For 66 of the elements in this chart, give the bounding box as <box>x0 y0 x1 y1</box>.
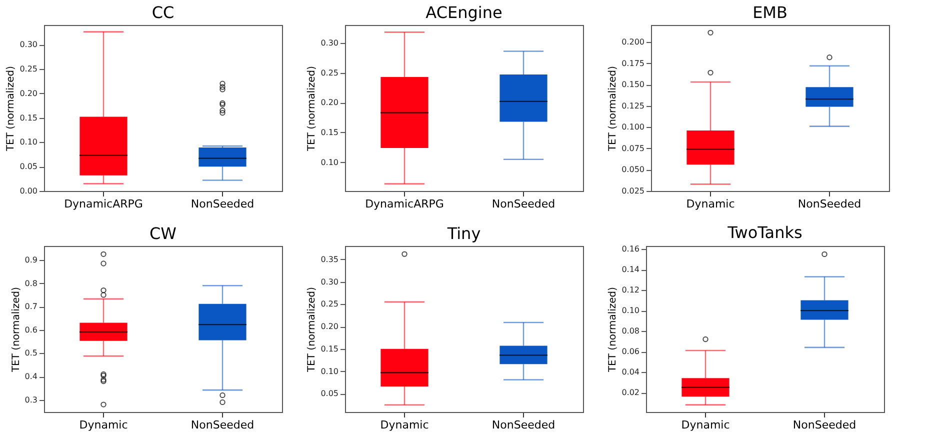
y-tick-label: 0.30 <box>320 277 338 286</box>
y-tick-label: 0.100 <box>622 122 644 132</box>
y-tick-label: 0.20 <box>320 322 338 332</box>
x-tick-label: NonSeeded <box>492 418 556 432</box>
x-tick-label: NonSeeded <box>798 198 862 210</box>
chart-title: EMB <box>752 3 788 22</box>
y-tick-label: 0.12 <box>622 286 640 295</box>
y-tick-label: 0.15 <box>320 344 338 354</box>
y-tick-label: 0.7 <box>24 302 38 312</box>
x-tick-label: Dynamic <box>686 198 735 210</box>
x-tick-label: Dynamic <box>380 418 429 432</box>
y-axis-title: TET (normalized) <box>6 66 17 152</box>
y-tick-label: 0.35 <box>320 254 338 264</box>
y-tick-label: 0.6 <box>24 325 38 334</box>
y-tick-label: 0.075 <box>622 144 644 153</box>
chart-title: CW <box>150 224 177 243</box>
y-tick-label: 0.8 <box>24 278 38 288</box>
y-axis-title: TET (normalized) <box>10 286 22 374</box>
y-tick-label: 0.025 <box>622 186 644 196</box>
y-tick-label: 0.05 <box>20 162 38 172</box>
y-tick-label: 0.25 <box>20 64 38 74</box>
y-tick-label: 0.4 <box>24 372 38 382</box>
y-tick-label: 0.25 <box>320 68 338 78</box>
y-tick-label: 0.150 <box>622 80 644 90</box>
chart-title: Tiny <box>446 224 481 243</box>
chart-title: CC <box>152 3 174 22</box>
x-tick-label: NonSeeded <box>190 418 254 432</box>
y-tick-label: 0.20 <box>20 88 38 98</box>
y-tick-label: 0.15 <box>20 113 38 122</box>
y-tick-label: 0.08 <box>622 326 640 336</box>
chart-title: ACEngine <box>426 3 502 22</box>
x-tick-label: NonSeeded <box>190 198 254 210</box>
y-tick-label: 0.02 <box>622 388 640 398</box>
y-tick-label: 0.200 <box>622 38 644 47</box>
x-tick-label: NonSeeded <box>492 198 556 210</box>
y-tick-label: 0.10 <box>622 306 640 316</box>
y-axis-title: TET (normalized) <box>306 286 318 374</box>
y-tick-label: 0.05 <box>320 389 338 398</box>
x-tick-label: DynamicARPG <box>365 198 444 210</box>
y-tick-label: 0.9 <box>24 255 38 264</box>
chart-title: TwoTanks <box>726 223 802 242</box>
y-tick-label: 0.125 <box>622 101 644 110</box>
y-axis-title: TET (normalized) <box>608 286 619 374</box>
y-tick-label: 0.30 <box>20 40 38 50</box>
x-tick-label: DynamicARPG <box>64 198 143 210</box>
x-tick-label: Dynamic <box>681 418 730 432</box>
y-axis-title: TET (normalized) <box>608 66 619 152</box>
y-tick-label: 0.10 <box>320 158 338 167</box>
y-tick-label: 0.10 <box>320 366 338 376</box>
y-axis-title: TET (normalized) <box>306 66 318 152</box>
y-tick-label: 0.15 <box>320 128 338 137</box>
y-tick-label: 0.14 <box>622 265 640 274</box>
y-tick-label: 0.06 <box>622 347 640 356</box>
y-tick-label: 0.3 <box>24 395 38 404</box>
y-tick-label: 0.20 <box>320 98 338 108</box>
x-tick-label: Dynamic <box>79 418 128 432</box>
y-tick-label: 0.25 <box>320 300 338 309</box>
y-tick-label: 0.30 <box>320 38 338 48</box>
y-tick-label: 0.10 <box>20 138 38 147</box>
y-tick-label: 0.175 <box>622 58 644 68</box>
y-tick-label: 0.5 <box>24 348 38 358</box>
y-tick-label: 0.00 <box>20 186 38 196</box>
x-tick-label: NonSeeded <box>792 418 856 432</box>
y-tick-label: 0.04 <box>622 368 640 377</box>
y-tick-label: 0.16 <box>622 244 640 254</box>
y-tick-label: 0.050 <box>622 165 644 174</box>
